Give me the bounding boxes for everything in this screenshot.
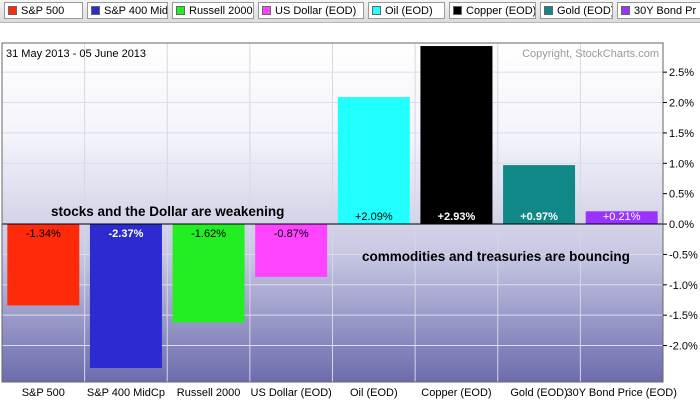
- legend-item[interactable]: 30Y Bond Pr: [617, 2, 700, 19]
- legend-swatch: [372, 6, 381, 15]
- y-tick-label: 1.0%: [669, 158, 694, 170]
- legend-label: Copper (EOD): [466, 5, 536, 17]
- y-tick-label: 0.0%: [669, 219, 694, 231]
- data-label: -0.87%: [274, 228, 309, 240]
- y-tick-label: -1.5%: [669, 310, 698, 322]
- data-label: +0.97%: [520, 211, 558, 223]
- legend-label: 30Y Bond Pr: [634, 5, 697, 17]
- legend-item[interactable]: Russell 2000: [172, 2, 254, 19]
- bar: [503, 165, 576, 225]
- bar: [89, 224, 162, 369]
- legend-label: US Dollar (EOD): [275, 5, 357, 17]
- legend-item[interactable]: Oil (EOD): [368, 2, 445, 19]
- legend-item[interactable]: S&P 500: [4, 2, 83, 19]
- legend-swatch: [544, 6, 553, 15]
- data-label: +2.09%: [355, 211, 393, 223]
- y-tick-label: 2.0%: [669, 98, 694, 110]
- bar: [585, 211, 658, 225]
- legend-swatch: [453, 6, 462, 15]
- x-tick-label: Gold (EOD): [510, 387, 567, 399]
- y-tick-label: -1.0%: [669, 280, 698, 292]
- legend-swatch: [262, 6, 271, 15]
- legend-label: S&P 400 MidCp: [104, 5, 168, 17]
- legend-item[interactable]: Copper (EOD): [449, 2, 536, 19]
- y-tick-label: 2.5%: [669, 67, 694, 79]
- plot-border: [1, 42, 664, 383]
- bar: [337, 97, 410, 225]
- x-tick-label: Russell 2000: [177, 387, 241, 399]
- legend-item[interactable]: Gold (EOD): [540, 2, 613, 19]
- data-label: -1.34%: [26, 228, 61, 240]
- legend-label: S&P 500: [21, 5, 65, 17]
- date-range: 31 May 2013 - 05 June 2013: [6, 48, 146, 60]
- legend-swatch: [8, 6, 17, 15]
- y-tick-label: 0.5%: [669, 189, 694, 201]
- x-tick-label: S&P 500: [22, 387, 65, 399]
- bar: [7, 224, 80, 306]
- data-label: -2.37%: [109, 228, 144, 240]
- data-label: +0.21%: [603, 211, 641, 223]
- x-tick-label: 30Y Bond Price (EOD): [566, 387, 676, 399]
- legend-swatch: [91, 6, 100, 15]
- annotation-text: commodities and treasuries are bouncing: [362, 249, 630, 264]
- y-tick-label: -2.0%: [669, 341, 698, 353]
- data-label: +2.93%: [438, 211, 476, 223]
- x-tick-label: S&P 400 MidCp: [87, 387, 165, 399]
- bar: [255, 224, 328, 277]
- copyright: Copyright, StockCharts.com: [522, 48, 659, 60]
- legend-swatch: [176, 6, 185, 15]
- legend-item[interactable]: S&P 400 MidCp: [87, 2, 168, 19]
- data-label: -1.62%: [191, 228, 226, 240]
- y-tick-label: -0.5%: [669, 249, 698, 261]
- y-tick-label: 1.5%: [669, 128, 694, 140]
- bar: [172, 224, 245, 323]
- x-tick-label: Copper (EOD): [421, 387, 491, 399]
- legend-bar: S&P 500 S&P 400 MidCp Russell 2000 US Dolla…: [0, 0, 700, 23]
- x-tick-label: US Dollar (EOD): [251, 387, 332, 399]
- legend-item[interactable]: US Dollar (EOD): [258, 2, 364, 19]
- legend-label: Gold (EOD): [557, 5, 613, 17]
- bar: [420, 46, 493, 225]
- legend-swatch: [621, 6, 630, 15]
- legend-label: Oil (EOD): [385, 5, 433, 17]
- annotation-text: stocks and the Dollar are weakening: [51, 204, 284, 219]
- x-tick-label: Oil (EOD): [350, 387, 398, 399]
- legend-label: Russell 2000: [189, 5, 253, 17]
